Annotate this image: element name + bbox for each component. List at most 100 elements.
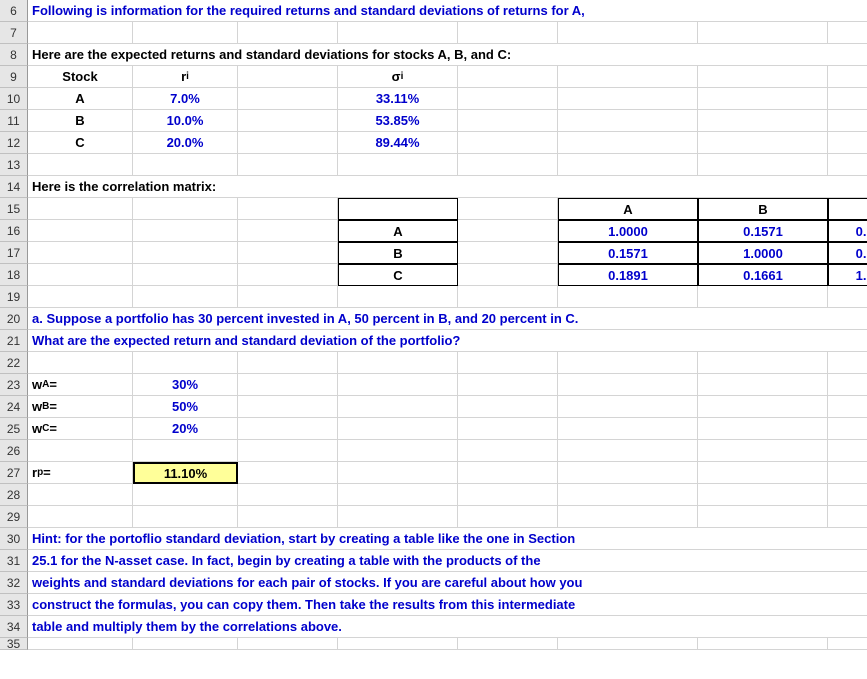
blank (458, 88, 558, 110)
blank (238, 22, 338, 44)
row-header: 12 (0, 132, 28, 154)
question-a-line2: What are the expected return and standar… (28, 330, 867, 352)
section-heading: Here are the expected returns and standa… (28, 44, 867, 66)
row-header: 17 (0, 242, 28, 264)
row-header: 6 (0, 0, 28, 22)
row-header: 13 (0, 154, 28, 176)
hint-line: weights and standard deviations for each… (28, 572, 867, 594)
col-r: ri (133, 66, 238, 88)
weight-val: 20% (133, 418, 238, 440)
blank (698, 22, 828, 44)
blank (698, 66, 828, 88)
blank (558, 22, 698, 44)
row-header: 21 (0, 330, 28, 352)
corr-val: 1.0000 (558, 220, 698, 242)
stock-name: C (28, 132, 133, 154)
corr-val: 0.1661 (828, 242, 867, 264)
row-header: 29 (0, 506, 28, 528)
row-header: 35 (0, 638, 28, 650)
blank (828, 132, 867, 154)
section-heading: Here is the correlation matrix: (28, 176, 867, 198)
blank (698, 132, 828, 154)
corr-corner (338, 198, 458, 220)
blank (238, 132, 338, 154)
corr-col: A (558, 198, 698, 220)
corr-val: 0.1571 (558, 242, 698, 264)
corr-row-label: C (338, 264, 458, 286)
row-header: 24 (0, 396, 28, 418)
hint-line: table and multiply them by the correlati… (28, 616, 867, 638)
row-header: 22 (0, 352, 28, 374)
corr-row-label: A (338, 220, 458, 242)
row-header: 27 (0, 462, 28, 484)
stock-r: 7.0% (133, 88, 238, 110)
row-header: 34 (0, 616, 28, 638)
corr-val: 0.1891 (828, 220, 867, 242)
hint-line: Hint: for the portoflio standard deviati… (28, 528, 867, 550)
row-header: 14 (0, 176, 28, 198)
stock-r: 20.0% (133, 132, 238, 154)
stock-name: A (28, 88, 133, 110)
row-header: 11 (0, 110, 28, 132)
row-header: 18 (0, 264, 28, 286)
row-header: 8 (0, 44, 28, 66)
blank (238, 110, 338, 132)
row-header: 15 (0, 198, 28, 220)
row-header: 20 (0, 308, 28, 330)
corr-val: 1.0000 (698, 242, 828, 264)
weight-label: wA = (28, 374, 133, 396)
blank (558, 110, 698, 132)
question-a-line1: a. Suppose a portfolio has 30 percent in… (28, 308, 867, 330)
result-value: 11.10% (133, 462, 238, 484)
blank (338, 22, 458, 44)
corr-col: B (698, 198, 828, 220)
corr-val: 1.0000 (828, 264, 867, 286)
row-header: 32 (0, 572, 28, 594)
row-header: 23 (0, 374, 28, 396)
blank (558, 132, 698, 154)
blank (698, 88, 828, 110)
stock-name: B (28, 110, 133, 132)
blank (558, 66, 698, 88)
row-header: 9 (0, 66, 28, 88)
hint-line: construct the formulas, you can copy the… (28, 594, 867, 616)
corr-row-label: B (338, 242, 458, 264)
weight-label: wC = (28, 418, 133, 440)
blank (698, 110, 828, 132)
result-label: rp = (28, 462, 133, 484)
weight-val: 30% (133, 374, 238, 396)
col-stock: Stock (28, 66, 133, 88)
blank (828, 66, 867, 88)
hint-line: 25.1 for the N-asset case. In fact, begi… (28, 550, 867, 572)
spreadsheet-grid: 6 Following is information for the requi… (0, 0, 867, 650)
row-header: 26 (0, 440, 28, 462)
corr-val: 0.1571 (698, 220, 828, 242)
col-sigma: σi (338, 66, 458, 88)
row-header: 30 (0, 528, 28, 550)
blank (28, 22, 133, 44)
blank (828, 88, 867, 110)
weight-val: 50% (133, 396, 238, 418)
row-header: 33 (0, 594, 28, 616)
blank (828, 22, 867, 44)
weight-label: wB = (28, 396, 133, 418)
blank (458, 132, 558, 154)
corr-val: 0.1661 (698, 264, 828, 286)
blank (558, 88, 698, 110)
row-header: 25 (0, 418, 28, 440)
row-header: 10 (0, 88, 28, 110)
stock-s: 89.44% (338, 132, 458, 154)
stock-r: 10.0% (133, 110, 238, 132)
row-header: 31 (0, 550, 28, 572)
row-header: 19 (0, 286, 28, 308)
intro-line: Following is information for the require… (28, 0, 867, 22)
corr-val: 0.1891 (558, 264, 698, 286)
blank (458, 110, 558, 132)
blank (828, 110, 867, 132)
blank (458, 66, 558, 88)
blank (238, 88, 338, 110)
row-header: 16 (0, 220, 28, 242)
stock-s: 33.11% (338, 88, 458, 110)
blank (238, 66, 338, 88)
row-header: 28 (0, 484, 28, 506)
